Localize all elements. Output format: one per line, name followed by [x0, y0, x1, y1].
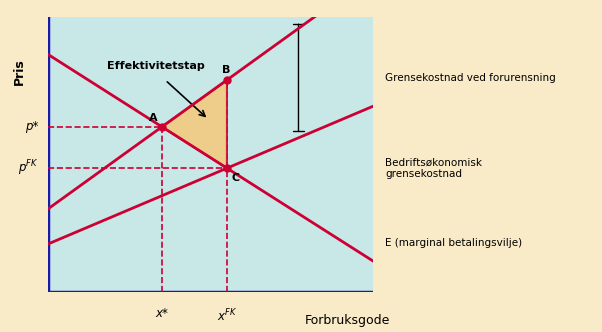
Text: Forbruksgode: Forbruksgode [305, 314, 390, 327]
Text: Effektivitetstap: Effektivitetstap [107, 61, 204, 71]
Text: x$^{FK}$: x$^{FK}$ [217, 307, 237, 324]
Text: Bedriftsøkonomisk
grensekostnad: Bedriftsøkonomisk grensekostnad [385, 157, 482, 179]
Text: C: C [232, 173, 240, 183]
Text: p$^{FK}$: p$^{FK}$ [18, 158, 39, 178]
Polygon shape [162, 80, 227, 168]
Text: p*: p* [25, 120, 39, 133]
Text: x*: x* [155, 307, 169, 320]
Text: Grensekostnad ved forurensning: Grensekostnad ved forurensning [385, 73, 556, 83]
Text: B: B [222, 65, 231, 75]
Text: Pris: Pris [13, 58, 25, 85]
Text: A: A [149, 113, 158, 123]
Text: E (marginal betalingsvilje): E (marginal betalingsvilje) [385, 238, 523, 248]
